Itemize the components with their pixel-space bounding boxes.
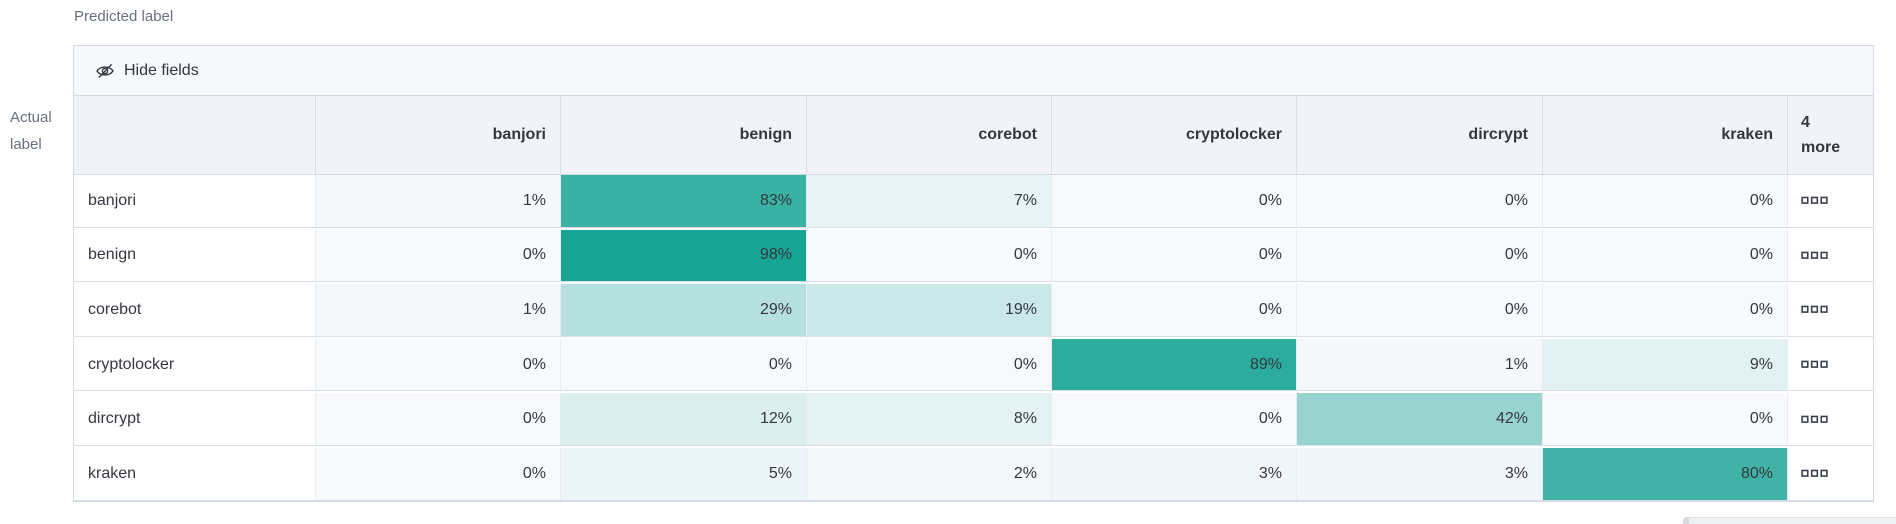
matrix-cell-benign-corebot[interactable]: 0% xyxy=(807,229,1052,282)
actual-label-line1: Actual xyxy=(10,109,52,126)
row-label-column-header xyxy=(74,96,316,174)
boxes-horizontal-icon xyxy=(1801,196,1828,205)
matrix-cell-kraken-cryptolocker[interactable]: 3% xyxy=(1052,447,1297,500)
eye-closed-icon xyxy=(95,61,115,81)
matrix-cell-corebot-benign[interactable]: 29% xyxy=(561,284,807,336)
matrix-cell-cryptolocker-corebot[interactable]: 0% xyxy=(807,338,1052,391)
row-actions-cell[interactable] xyxy=(1788,393,1873,445)
matrix-cell-benign-cryptolocker[interactable]: 0% xyxy=(1052,229,1297,282)
predicted-label-axis: Predicted label xyxy=(74,8,174,25)
row-actions-cell[interactable] xyxy=(1788,175,1873,227)
boxes-horizontal-icon xyxy=(1801,415,1828,424)
matrix-cell-corebot-dircrypt[interactable]: 0% xyxy=(1297,284,1543,336)
matrix-cell-benign-dircrypt[interactable]: 0% xyxy=(1297,229,1543,282)
hide-fields-button[interactable]: Hide fields xyxy=(95,61,199,81)
boxes-horizontal-icon xyxy=(1801,251,1828,260)
matrix-row-benign: benign 0% 98% 0% 0% 0% 0% xyxy=(74,229,1873,282)
matrix-cell-kraken-banjori[interactable]: 0% xyxy=(316,447,561,500)
confusion-matrix-grid: Hide fields banjori benign corebot cryptolo… xyxy=(73,45,1874,502)
row-label[interactable]: banjori xyxy=(74,175,316,227)
actual-label-axis: Actual label xyxy=(10,104,66,158)
matrix-cell-dircrypt-benign[interactable]: 12% xyxy=(561,393,807,445)
matrix-row-corebot: corebot 1% 29% 19% 0% 0% 0% xyxy=(74,284,1873,336)
matrix-row-banjori: banjori 1% 83% 7% 0% 0% 0% xyxy=(74,175,1873,227)
matrix-cell-corebot-corebot[interactable]: 19% xyxy=(807,284,1052,336)
row-label[interactable]: kraken xyxy=(74,447,316,500)
grid-toolbar: Hide fields xyxy=(74,46,1873,96)
matrix-row-kraken: kraken 0% 5% 2% 3% 3% 80% xyxy=(74,447,1873,500)
matrix-cell-cryptolocker-dircrypt[interactable]: 1% xyxy=(1297,338,1543,391)
matrix-cell-corebot-cryptolocker[interactable]: 0% xyxy=(1052,284,1297,336)
row-label[interactable]: dircrypt xyxy=(74,393,316,445)
matrix-cell-dircrypt-kraken[interactable]: 0% xyxy=(1543,393,1788,445)
matrix-cell-kraken-benign[interactable]: 5% xyxy=(561,447,807,500)
matrix-cell-cryptolocker-cryptolocker[interactable]: 89% xyxy=(1052,338,1297,391)
matrix-cell-benign-kraken[interactable]: 0% xyxy=(1543,229,1788,282)
matrix-row-dircrypt: dircrypt 0% 12% 8% 0% 42% 0% xyxy=(74,393,1873,445)
matrix-cell-dircrypt-cryptolocker[interactable]: 0% xyxy=(1052,393,1297,445)
more-columns-label: more xyxy=(1801,139,1841,156)
row-label[interactable]: benign xyxy=(74,229,316,282)
matrix-cell-kraken-corebot[interactable]: 2% xyxy=(807,447,1052,500)
horizontal-scrollbar-thumb[interactable] xyxy=(1683,517,1896,524)
row-actions-cell[interactable] xyxy=(1788,338,1873,391)
row-actions-cell[interactable] xyxy=(1788,284,1873,336)
matrix-cell-banjori-kraken[interactable]: 0% xyxy=(1543,175,1788,227)
column-header-benign[interactable]: benign xyxy=(561,96,807,174)
boxes-horizontal-icon xyxy=(1801,360,1828,369)
row-label[interactable]: cryptolocker xyxy=(74,338,316,391)
grid-header-row: banjori benign corebot cryptolocker dircrypt… xyxy=(74,96,1873,175)
more-columns-count: 4 xyxy=(1801,114,1810,131)
column-header-dircrypt[interactable]: dircrypt xyxy=(1297,96,1543,174)
row-actions-cell[interactable] xyxy=(1788,229,1873,282)
matrix-cell-benign-banjori[interactable]: 0% xyxy=(316,229,561,282)
matrix-cell-banjori-cryptolocker[interactable]: 0% xyxy=(1052,175,1297,227)
matrix-cell-kraken-dircrypt[interactable]: 3% xyxy=(1297,447,1543,500)
matrix-cell-cryptolocker-kraken[interactable]: 9% xyxy=(1543,338,1788,391)
column-header-corebot[interactable]: corebot xyxy=(807,96,1052,174)
column-header-more[interactable]: 4 more xyxy=(1788,96,1873,174)
matrix-cell-benign-benign[interactable]: 98% xyxy=(561,229,807,282)
matrix-cell-dircrypt-banjori[interactable]: 0% xyxy=(316,393,561,445)
matrix-cell-banjori-benign[interactable]: 83% xyxy=(561,175,807,227)
column-header-kraken[interactable]: kraken xyxy=(1543,96,1788,174)
boxes-horizontal-icon xyxy=(1801,469,1828,478)
matrix-row-cryptolocker: cryptolocker 0% 0% 0% 89% 1% 9% xyxy=(74,338,1873,391)
grid-body: banjori 1% 83% 7% 0% 0% 0% benign 0% 98% 0% 0% 0% 0%… xyxy=(74,175,1873,500)
hide-fields-label: Hide fields xyxy=(124,61,199,79)
matrix-cell-banjori-banjori[interactable]: 1% xyxy=(316,175,561,227)
column-header-cryptolocker[interactable]: cryptolocker xyxy=(1052,96,1297,174)
row-label[interactable]: corebot xyxy=(74,284,316,336)
matrix-cell-corebot-kraken[interactable]: 0% xyxy=(1543,284,1788,336)
row-actions-cell[interactable] xyxy=(1788,447,1873,500)
matrix-cell-dircrypt-corebot[interactable]: 8% xyxy=(807,393,1052,445)
matrix-cell-cryptolocker-benign[interactable]: 0% xyxy=(561,338,807,391)
matrix-cell-banjori-dircrypt[interactable]: 0% xyxy=(1297,175,1543,227)
column-header-banjori[interactable]: banjori xyxy=(316,96,561,174)
actual-label-line2: label xyxy=(10,136,42,153)
boxes-horizontal-icon xyxy=(1801,305,1828,314)
matrix-cell-banjori-corebot[interactable]: 7% xyxy=(807,175,1052,227)
matrix-cell-dircrypt-dircrypt[interactable]: 42% xyxy=(1297,393,1543,445)
matrix-cell-corebot-banjori[interactable]: 1% xyxy=(316,284,561,336)
matrix-cell-kraken-kraken[interactable]: 80% xyxy=(1543,447,1788,500)
matrix-cell-cryptolocker-banjori[interactable]: 0% xyxy=(316,338,561,391)
